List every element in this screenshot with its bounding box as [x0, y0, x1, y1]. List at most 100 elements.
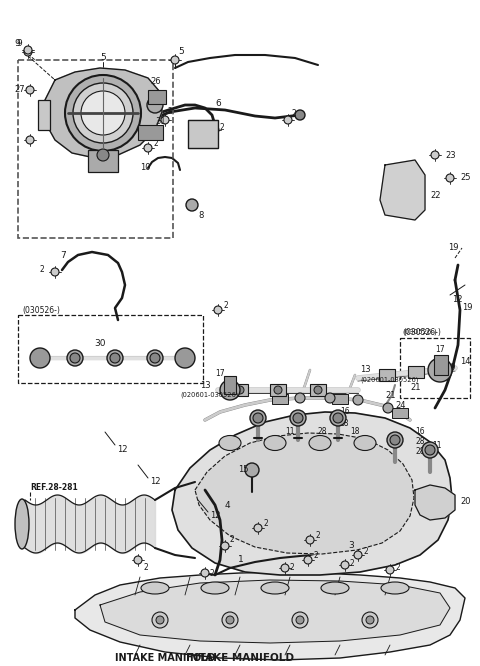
Text: 28: 28	[340, 420, 349, 428]
Bar	[408, 366, 424, 378]
Text: 22: 22	[430, 190, 441, 200]
Circle shape	[387, 432, 403, 448]
Text: 2: 2	[230, 535, 235, 545]
Circle shape	[390, 435, 400, 445]
Bar	[38, 100, 50, 130]
Text: 10: 10	[140, 163, 151, 172]
Circle shape	[24, 46, 32, 54]
Polygon shape	[100, 580, 450, 643]
Text: 2: 2	[290, 563, 295, 571]
Circle shape	[97, 149, 109, 161]
Bar	[272, 394, 288, 404]
Circle shape	[330, 410, 346, 426]
Circle shape	[171, 56, 179, 64]
Circle shape	[30, 348, 50, 368]
Text: 9: 9	[14, 39, 20, 49]
Circle shape	[24, 48, 32, 56]
Circle shape	[65, 75, 141, 151]
Bar	[18, 60, 173, 238]
Polygon shape	[415, 485, 455, 520]
Bar	[310, 384, 326, 396]
Ellipse shape	[264, 436, 286, 450]
Ellipse shape	[261, 582, 289, 594]
Text: 2: 2	[350, 559, 355, 567]
Text: 27: 27	[14, 85, 24, 95]
Circle shape	[186, 199, 198, 211]
Circle shape	[161, 116, 169, 124]
Circle shape	[290, 410, 306, 426]
Text: 8: 8	[198, 210, 204, 220]
Circle shape	[156, 616, 164, 624]
Text: 5: 5	[100, 53, 106, 63]
Circle shape	[70, 353, 80, 363]
Bar	[434, 355, 448, 375]
Text: 2: 2	[154, 139, 159, 149]
Text: 2: 2	[395, 563, 400, 573]
Circle shape	[354, 551, 362, 559]
Circle shape	[253, 413, 263, 423]
Text: 2: 2	[220, 123, 225, 133]
Circle shape	[220, 380, 240, 400]
Text: (030526-): (030526-)	[402, 329, 437, 335]
Circle shape	[226, 616, 234, 624]
Bar	[232, 384, 248, 396]
Text: 2: 2	[224, 302, 229, 310]
Ellipse shape	[354, 436, 376, 450]
Text: 15: 15	[238, 466, 249, 474]
Text: 12: 12	[150, 478, 160, 486]
Text: 23: 23	[445, 151, 456, 159]
Ellipse shape	[15, 499, 29, 549]
Circle shape	[236, 386, 244, 394]
Bar	[148, 90, 166, 104]
Circle shape	[26, 86, 34, 94]
Text: 2: 2	[40, 266, 45, 274]
Text: 19: 19	[462, 304, 472, 312]
Circle shape	[425, 445, 435, 455]
Circle shape	[295, 110, 305, 120]
Text: 16: 16	[340, 408, 349, 416]
Ellipse shape	[219, 436, 241, 450]
Circle shape	[295, 393, 305, 403]
Circle shape	[110, 353, 120, 363]
Bar	[379, 369, 395, 381]
Circle shape	[201, 569, 209, 577]
Circle shape	[143, 120, 153, 130]
Circle shape	[222, 612, 238, 628]
Text: INTAKE MANIFOLD: INTAKE MANIFOLD	[115, 653, 215, 663]
Circle shape	[73, 83, 133, 143]
Circle shape	[284, 116, 292, 124]
Circle shape	[81, 91, 125, 135]
Text: (030526-): (030526-)	[403, 328, 441, 338]
Text: 18: 18	[350, 428, 360, 436]
Circle shape	[274, 386, 282, 394]
Circle shape	[147, 350, 163, 366]
Circle shape	[431, 364, 439, 372]
Circle shape	[362, 612, 378, 628]
Circle shape	[107, 350, 123, 366]
Text: 14: 14	[460, 358, 470, 366]
Polygon shape	[380, 160, 425, 220]
Circle shape	[134, 556, 142, 564]
Text: 28: 28	[318, 428, 327, 436]
Circle shape	[211, 126, 219, 134]
Bar	[392, 408, 408, 418]
Circle shape	[446, 174, 454, 182]
Text: 2: 2	[364, 547, 369, 555]
Circle shape	[314, 386, 322, 394]
Text: 4: 4	[225, 501, 230, 509]
Text: 24: 24	[395, 400, 406, 410]
Text: 21: 21	[410, 384, 420, 392]
Text: 9: 9	[16, 39, 22, 49]
Text: 12: 12	[452, 294, 463, 304]
Ellipse shape	[309, 436, 331, 450]
Circle shape	[353, 395, 363, 405]
Text: 28: 28	[415, 438, 424, 446]
Circle shape	[428, 358, 452, 382]
Circle shape	[325, 393, 335, 403]
Text: 11: 11	[285, 428, 295, 436]
Polygon shape	[45, 68, 162, 158]
Circle shape	[245, 463, 259, 477]
Bar	[138, 125, 163, 140]
Text: 2: 2	[292, 109, 297, 117]
Ellipse shape	[141, 582, 169, 594]
